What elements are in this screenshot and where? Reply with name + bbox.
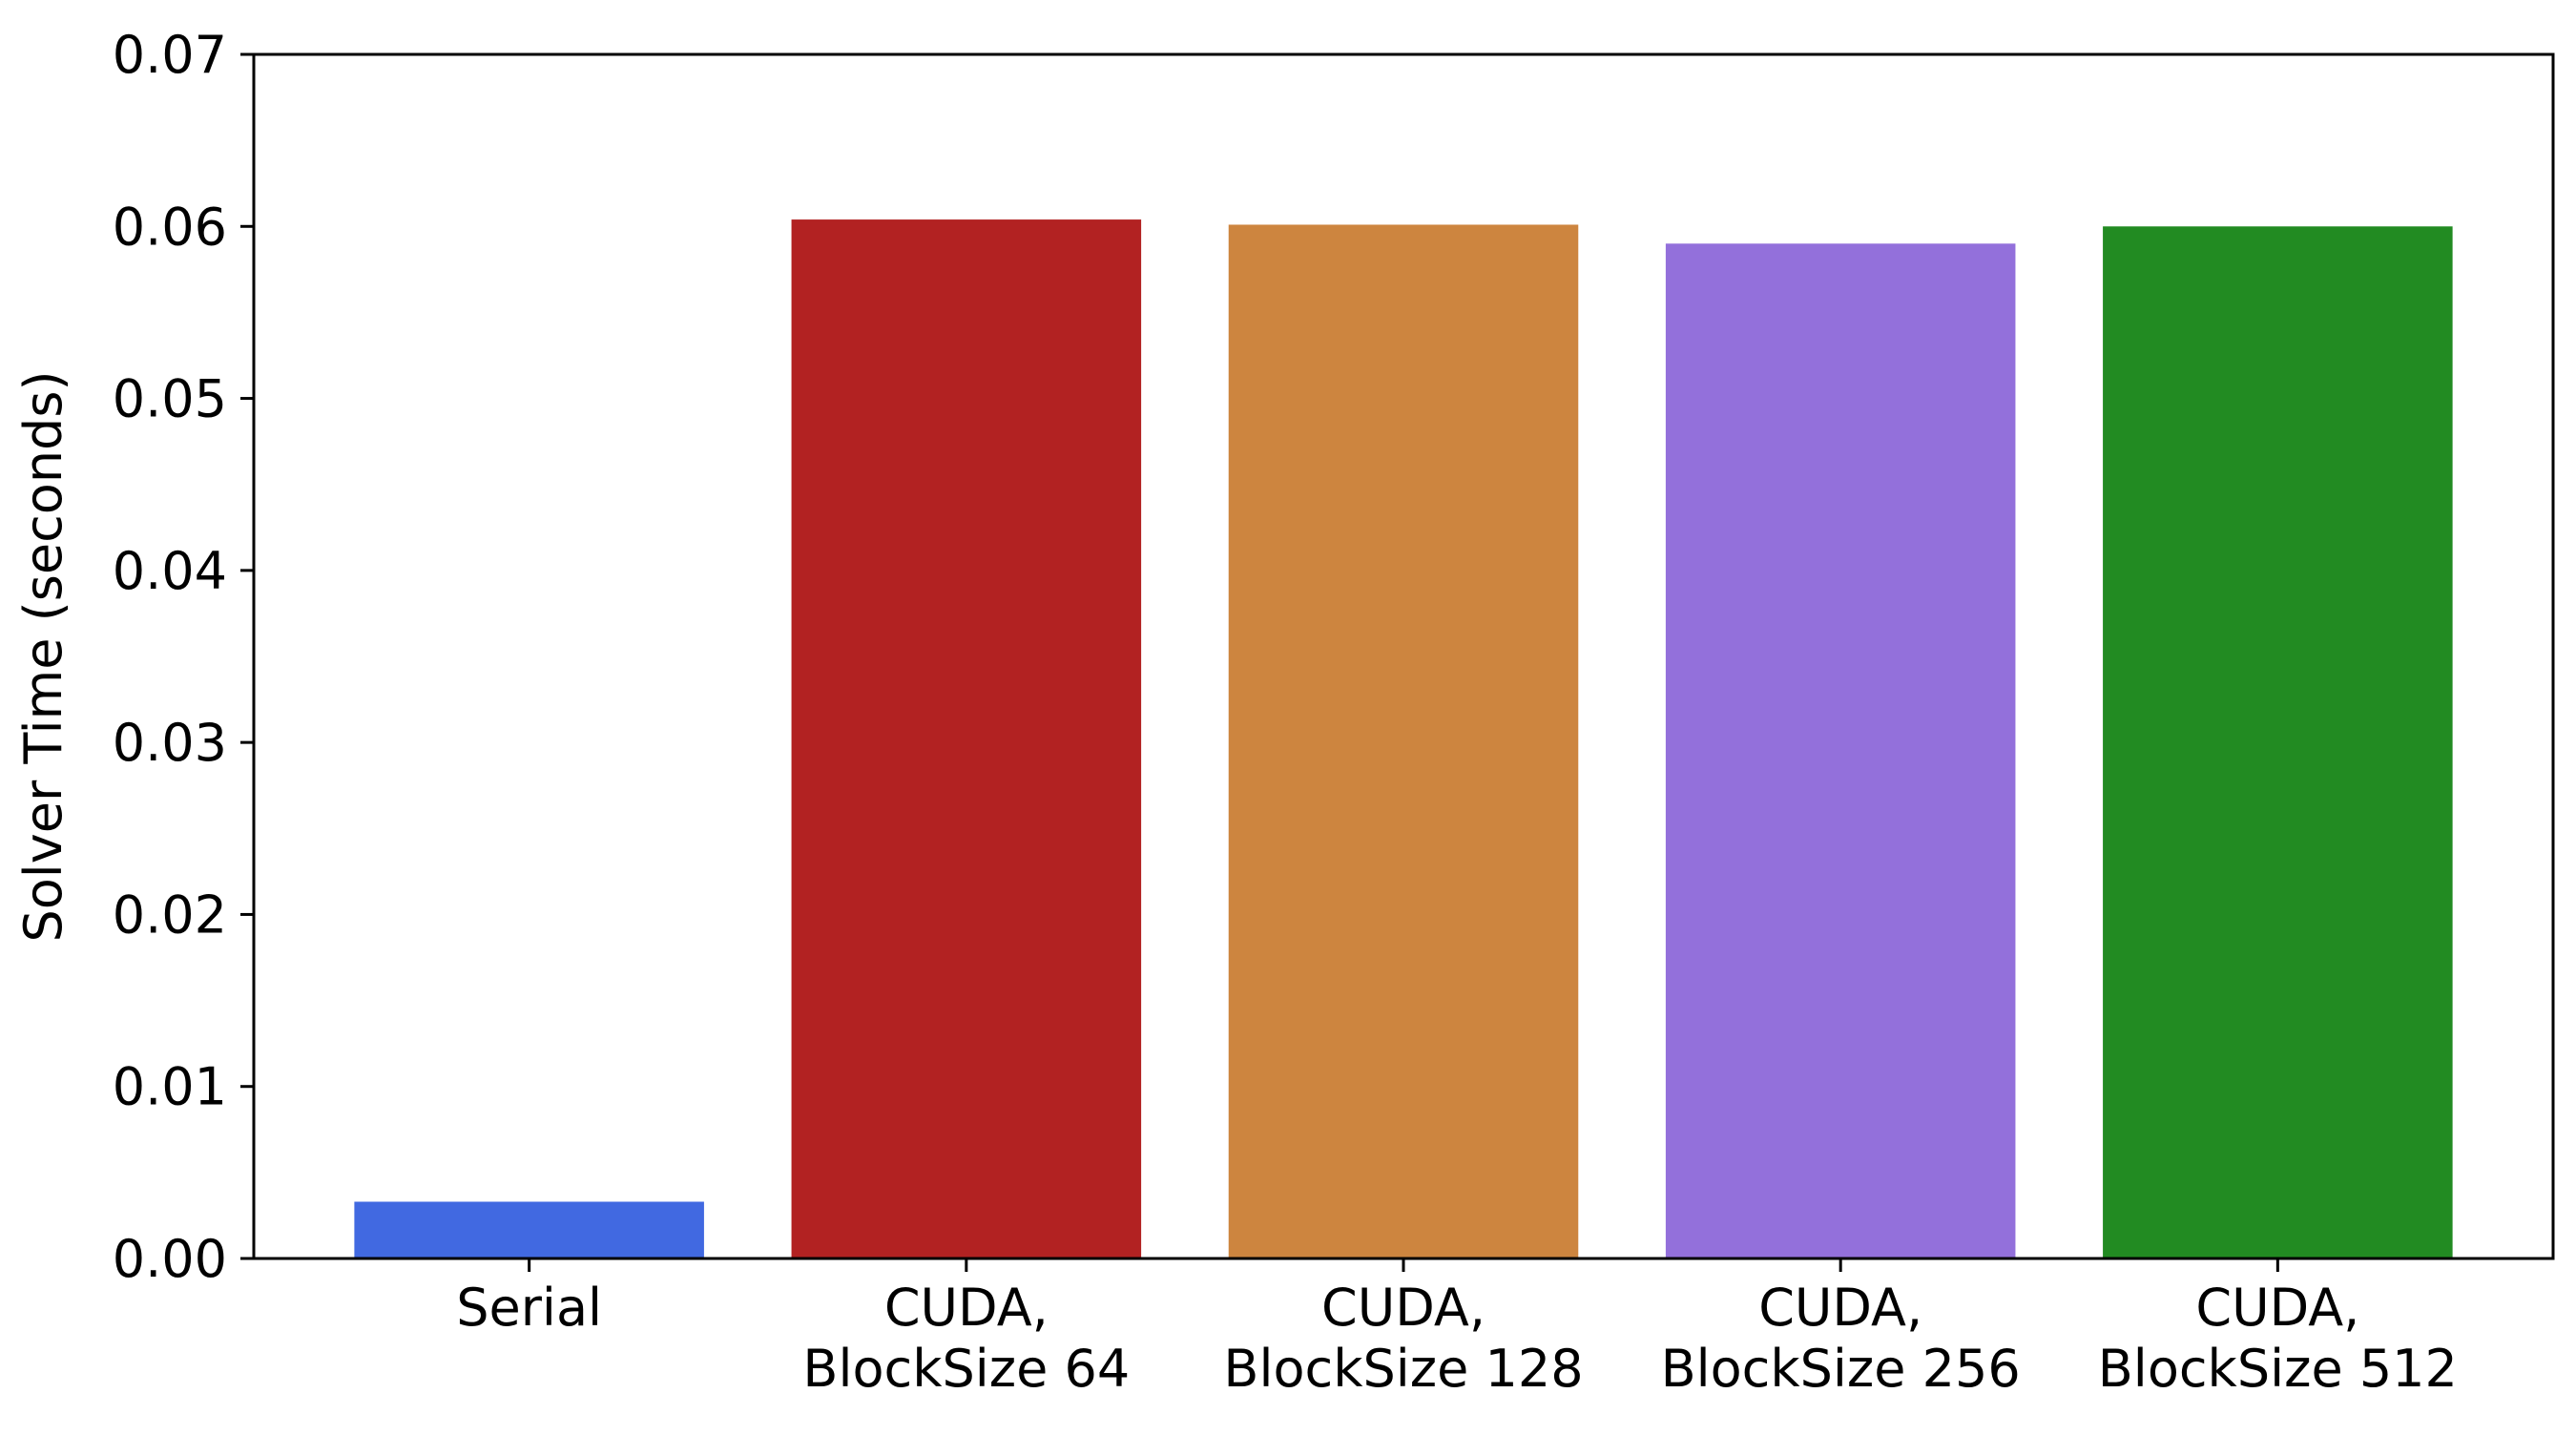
bar [1228,224,1579,1258]
x-tick-label: Serial [456,1278,602,1338]
x-tick-label: BlockSize 512 [2098,1339,2458,1399]
bar [2103,226,2453,1258]
x-tick-label: CUDA, [884,1278,1049,1338]
y-axis-ticks: 0.00 0.01 0.02 0.03 0.04 0.05 0.06 0.07 [113,25,254,1289]
x-tick-label: BlockSize 128 [1223,1339,1583,1399]
y-tick-label: 0.07 [113,25,227,85]
x-tick-label: BlockSize 256 [1661,1339,2021,1399]
x-tick-label: CUDA, [1321,1278,1485,1338]
bar [791,219,1142,1259]
y-tick-label: 0.06 [113,197,227,257]
bar [354,1201,704,1258]
x-tick-label: CUDA, [1758,1278,1922,1338]
y-tick-label: 0.02 [113,884,227,945]
y-tick-label: 0.01 [113,1057,227,1117]
y-tick-label: 0.00 [113,1229,227,1289]
x-tick-label: CUDA, [2195,1278,2359,1338]
x-tick-label: BlockSize 64 [802,1339,1130,1399]
bar [1665,243,2016,1258]
bars [354,219,2453,1259]
y-tick-label: 0.05 [113,369,227,429]
y-tick-label: 0.03 [113,713,227,773]
y-tick-label: 0.04 [113,541,227,601]
plot-frame [252,52,2555,1260]
y-axis-label: Solver Time (seconds) [13,370,73,942]
